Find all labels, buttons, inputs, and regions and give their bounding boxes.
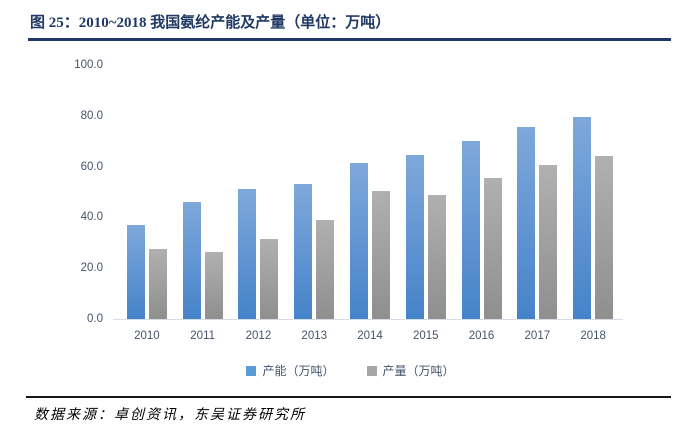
bar-capacity-2017: [517, 127, 536, 319]
y-tick-label: 40.0: [80, 211, 103, 224]
legend-item-output: 产量（万吨）: [366, 362, 455, 379]
x-axis: 2010 2011 2012 2013 2014 2015 2016 2017 2018: [119, 330, 621, 348]
header-rule: [28, 38, 671, 41]
y-tick-label: 80.0: [80, 109, 103, 122]
x-axis-line: [113, 319, 623, 320]
bar-capacity-2014: [350, 162, 368, 319]
figure-title: 图 25：2010~2018 我国氨纶产能及产量（单位：万吨）: [30, 15, 391, 31]
y-tick-label: 20.0: [80, 262, 103, 275]
legend-swatch-icon: [246, 365, 257, 376]
x-tick-label-2011: 2011: [190, 330, 216, 342]
footer-rule: [26, 396, 671, 398]
bar-capacity-2010: [126, 225, 145, 319]
bar-capacity-2011: [182, 202, 201, 319]
bar-capacity-2013: [294, 184, 313, 319]
x-tick-label-2016: 2016: [468, 330, 495, 342]
bar-capacity-2018: [573, 117, 592, 319]
x-tick-label-2018: 2018: [580, 330, 606, 342]
bar-output-2011: [204, 251, 223, 319]
bar-output-2015: [427, 194, 446, 319]
bar-output-2016: [483, 178, 502, 319]
y-tick-label: 60.0: [80, 160, 103, 173]
x-tick-label-2010: 2010: [134, 330, 160, 342]
legend-swatch-icon: [366, 365, 377, 376]
x-tick-label-2014: 2014: [357, 330, 383, 342]
x-tick-label-2013: 2013: [301, 330, 328, 342]
x-tick-label-2015: 2015: [412, 330, 439, 342]
source-note: 数据来源：卓创资讯，东吴证券研究所: [34, 408, 306, 423]
bar-capacity-2016: [461, 141, 480, 319]
bar-output-2013: [316, 219, 335, 319]
y-tick-label: 100.0: [74, 59, 103, 71]
bar-capacity-2015: [405, 155, 424, 319]
bar-output-2017: [539, 165, 558, 319]
bar-output-2012: [260, 239, 279, 319]
x-tick-label-2017: 2017: [524, 330, 551, 342]
bar-output-2014: [372, 190, 390, 319]
y-axis: 100.0 80.0 60.0 40.0 20.0 0.0: [50, 59, 103, 325]
x-tick-label-2012: 2012: [245, 330, 272, 342]
legend-label: 产量（万吨）: [382, 364, 455, 378]
bar-output-2010: [148, 249, 167, 319]
legend: 产能（万吨） 产量（万吨）: [12, 362, 677, 379]
legend-label: 产能（万吨）: [262, 364, 335, 378]
legend-item-capacity: 产能（万吨）: [246, 362, 335, 379]
bar-capacity-2012: [238, 189, 257, 319]
plot-area: [113, 65, 623, 320]
bar-output-2018: [595, 156, 614, 319]
y-tick-label: 0.0: [87, 313, 103, 325]
